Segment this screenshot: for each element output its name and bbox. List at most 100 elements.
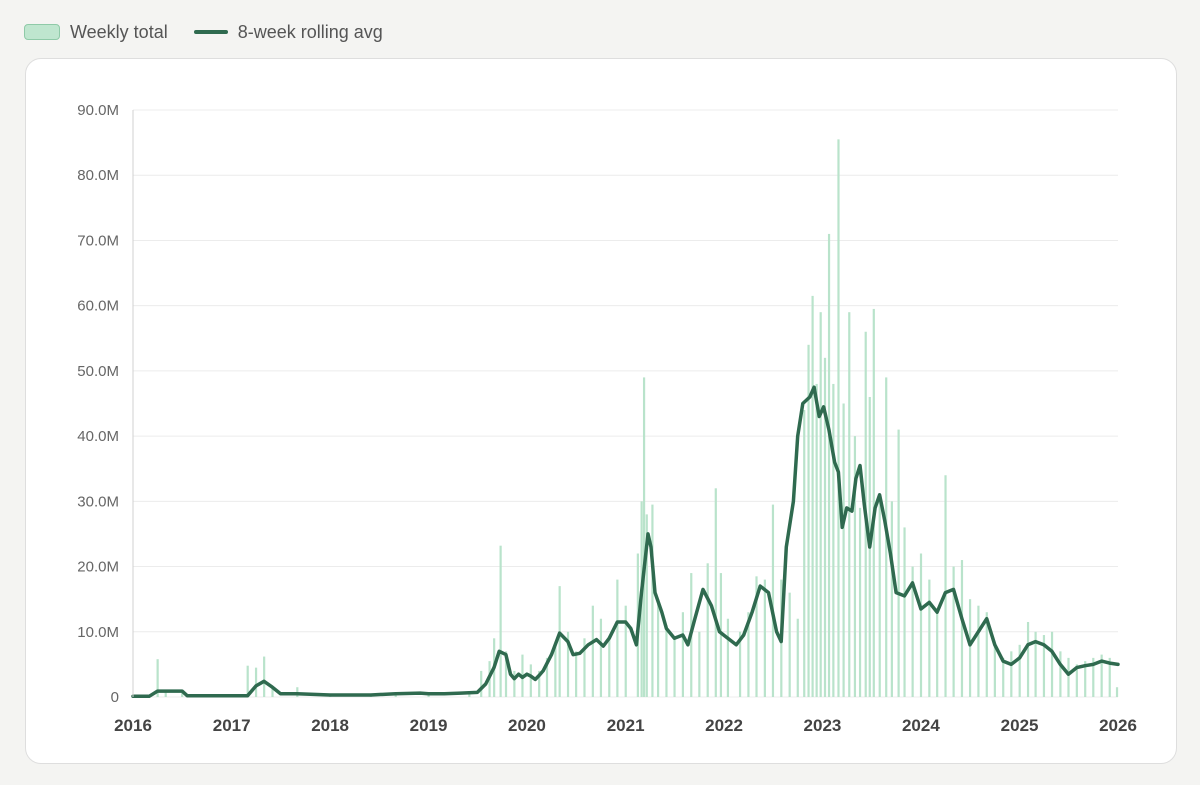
- weekly-total-bar: [796, 618, 799, 697]
- bar-series: [132, 139, 1119, 698]
- legend-swatch-bar: [24, 24, 60, 40]
- y-tick-label: 70.0M: [77, 232, 119, 249]
- weekly-total-bar: [771, 504, 775, 697]
- weekly-total-bar: [673, 638, 676, 697]
- weekly-total-bar: [1075, 664, 1078, 697]
- legend-item-rolling-avg[interactable]: 8-week rolling avg: [193, 21, 383, 43]
- x-tick-label: 2022: [705, 716, 743, 735]
- y-tick-label: 10.0M: [77, 624, 119, 641]
- weekly-total-bar: [1084, 661, 1087, 697]
- weekly-total-bar: [928, 579, 931, 697]
- weekly-total-bar: [911, 566, 914, 697]
- chart-legend: Weekly total 8-week rolling avg: [24, 20, 383, 44]
- weekly-total-bar: [897, 429, 900, 697]
- weekly-total-bar: [263, 656, 266, 697]
- weekly-total-bar: [903, 527, 906, 697]
- weekly-total-bar: [763, 579, 766, 697]
- x-tick-label: 2020: [508, 716, 546, 735]
- y-tick-label: 40.0M: [77, 428, 119, 445]
- weekly-total-bar: [823, 357, 827, 697]
- weekly-total-bar: [807, 344, 810, 697]
- weekly-total-bar: [968, 599, 972, 697]
- y-tick-label: 30.0M: [77, 493, 119, 510]
- weekly-total-bar: [1026, 621, 1030, 697]
- legend-swatch-line: [193, 30, 228, 34]
- weekly-total-bar: [815, 383, 818, 697]
- x-tick-label: 2026: [1099, 716, 1137, 735]
- y-tick-label: 50.0M: [77, 363, 119, 380]
- weekly-total-bar: [164, 691, 167, 697]
- y-tick-label: 80.0M: [77, 167, 119, 184]
- weekly-total-bar: [788, 592, 791, 697]
- weekly-total-bar: [566, 631, 570, 697]
- x-tick-label: 2018: [311, 716, 349, 735]
- weekly-total-bar: [842, 403, 845, 697]
- weekly-total-bar: [513, 670, 516, 697]
- y-tick-label: 0: [111, 689, 119, 706]
- weekly-total-bar: [608, 638, 611, 697]
- weekly-total-bar: [755, 576, 758, 697]
- weekly-total-bar: [480, 670, 483, 697]
- weekly-total-bar: [271, 687, 274, 697]
- weekly-total-bar: [681, 612, 684, 697]
- weekly-total-bar: [583, 638, 586, 697]
- weekly-total-bar: [993, 644, 996, 697]
- weekly-total-bar: [858, 507, 862, 697]
- weekly-total-bar: [1018, 644, 1021, 697]
- weekly-total-bar: [499, 545, 502, 697]
- weekly-total-bar: [1002, 657, 1005, 697]
- weekly-total-bar: [706, 563, 709, 697]
- weekly-total-bar: [1010, 651, 1013, 697]
- weekly-total-bar: [575, 651, 578, 697]
- weekly-total-bar: [848, 312, 851, 697]
- weekly-total-bar: [656, 599, 660, 697]
- weekly-total-bar: [837, 139, 840, 698]
- weekly-total-bar: [726, 618, 730, 697]
- weekly-total-bar: [985, 612, 988, 697]
- weekly-total-bar: [665, 625, 668, 697]
- weekly-total-bar: [642, 377, 646, 697]
- weekly-total-bar: [832, 383, 835, 697]
- weekly-total-bar: [624, 605, 627, 697]
- weekly-total-bar: [714, 488, 717, 697]
- weekly-total-bar: [591, 605, 594, 697]
- weekly-total-bar: [853, 436, 857, 697]
- weekly-total-bar: [878, 501, 881, 697]
- weekly-total-bar: [554, 644, 557, 697]
- x-tick-label: 2019: [410, 716, 448, 735]
- legend-label-rolling-avg: 8-week rolling avg: [237, 21, 383, 42]
- weekly-total-bar: [645, 514, 648, 697]
- weekly-total-bar: [738, 631, 742, 697]
- weekly-total-bar: [1042, 635, 1046, 697]
- weekly-total-bar: [1034, 631, 1037, 697]
- weekly-total-bar: [890, 501, 893, 697]
- weekly-total-bar: [246, 665, 249, 697]
- legend-label-weekly-total: Weekly total: [70, 21, 168, 42]
- axes: 0 10.0M 20.0M 30.0M 40.0M 50.0M 60.0M 70.0M 80.0…: [77, 102, 1137, 735]
- x-tick-label: 2017: [213, 716, 251, 735]
- x-tick-label: 2021: [607, 716, 645, 735]
- weekly-total-bar: [538, 670, 541, 697]
- weekly-total-bar: [1115, 687, 1119, 697]
- x-tick-label: 2025: [1001, 716, 1039, 735]
- weekly-total-bar: [698, 631, 701, 697]
- x-tick-label: 2023: [804, 716, 842, 735]
- gridlines: [133, 109, 1118, 698]
- y-tick-label: 90.0M: [77, 102, 119, 119]
- rolling-avg-line: [131, 385, 1120, 699]
- x-tick-label: 2024: [902, 716, 940, 735]
- weekly-total-bar: [504, 651, 508, 697]
- weekly-total-bar: [1059, 651, 1062, 697]
- weekly-total-bar: [254, 667, 258, 697]
- y-tick-label: 60.0M: [77, 298, 119, 315]
- weekly-total-bar: [977, 605, 980, 697]
- weekly-total-bar: [827, 233, 831, 697]
- weekly-total-bar: [952, 566, 955, 697]
- weekly-total-bar: [616, 579, 619, 697]
- weekly-total-bar: [545, 657, 549, 697]
- weekly-total-bar: [1108, 657, 1111, 697]
- chart-svg: 0 10.0M 20.0M 30.0M 40.0M 50.0M 60.0M 70.0M 80.0…: [77, 102, 1137, 735]
- weekly-total-bar: [156, 659, 159, 697]
- legend-item-weekly-total[interactable]: Weekly total: [24, 22, 168, 43]
- weekly-total-bar: [529, 664, 532, 697]
